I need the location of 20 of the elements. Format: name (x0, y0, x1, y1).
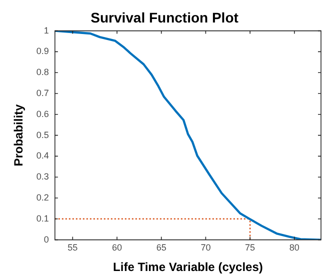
x-axis-title: Life Time Variable (cycles) (113, 260, 263, 274)
chart-title: Survival Function Plot (90, 9, 239, 26)
x-tick-label: 80 (289, 242, 300, 253)
y-tick-label: 0.6 (36, 108, 49, 119)
y-tick-label: 0.1 (36, 213, 49, 224)
y-tick-label: 0.5 (36, 130, 49, 140)
y-tick-label: 0.2 (36, 192, 49, 202)
x-tick-label: 65 (156, 242, 166, 253)
y-tick-label: 0 (44, 234, 49, 244)
y-tick-label: 0.9 (36, 46, 49, 56)
x-tick-label: 60 (112, 242, 122, 253)
x-tick-label: 75 (245, 242, 256, 253)
y-tick-label: 1 (44, 25, 49, 36)
y-tick-label: 0.4 (36, 150, 49, 161)
y-tick-label: 0.3 (36, 172, 49, 182)
x-tick-label: 70 (200, 242, 211, 253)
y-axis-title: Probability (12, 104, 26, 166)
x-tick-label: 55 (68, 242, 78, 253)
y-tick-label: 0.7 (36, 88, 49, 98)
y-tick-label: 0.8 (36, 67, 49, 78)
